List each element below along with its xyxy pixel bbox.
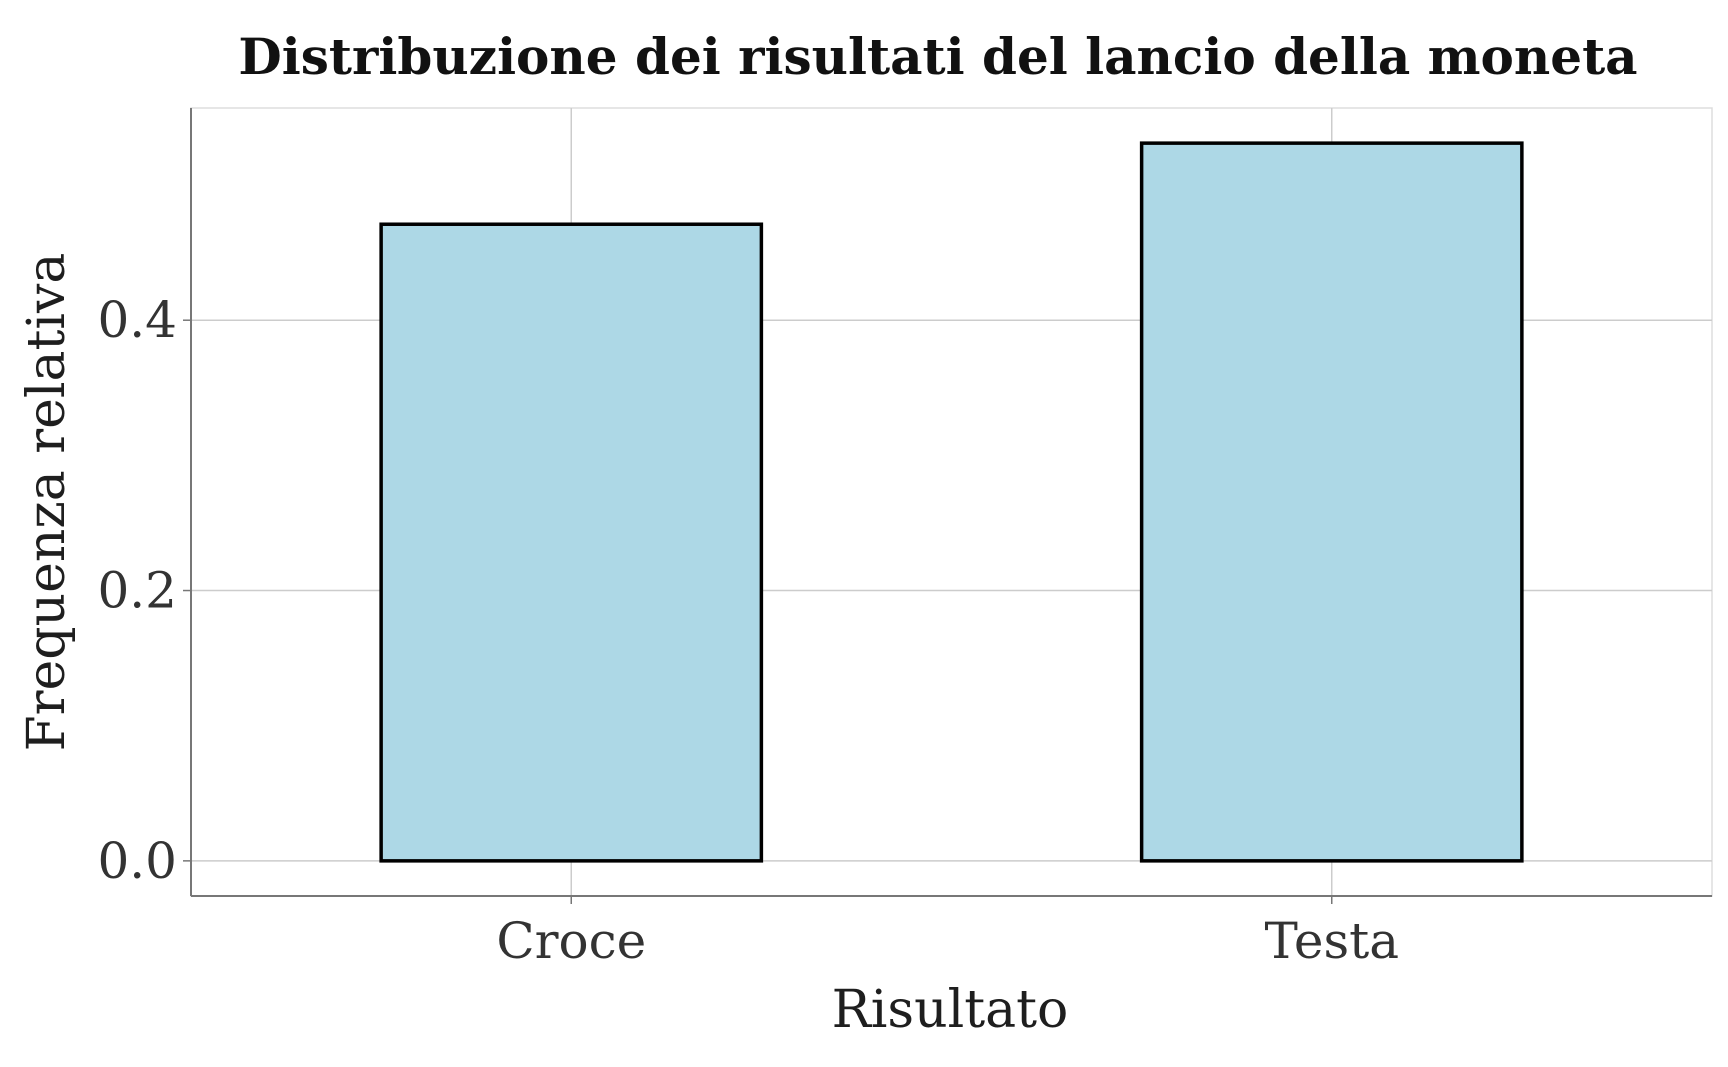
axes [183,108,1712,904]
bar-croce [379,222,764,863]
tick-labels: 0.0 0.2 0.4 Croce Testa [97,291,1399,970]
x-axis-title: Risultato [832,980,1069,1040]
y-axis-title: Frequenza relativa [17,253,77,752]
y-tick-label: 0.2 [97,562,177,620]
bars [379,141,1524,863]
x-tick-label: Croce [496,912,646,970]
bar-testa [1139,141,1524,863]
y-tick-label: 0.4 [97,291,177,349]
x-tick-label: Testa [1264,912,1399,970]
chart-title: Distribuzione dei risultati del lancio d… [238,27,1637,86]
y-tick-label: 0.0 [97,832,177,890]
